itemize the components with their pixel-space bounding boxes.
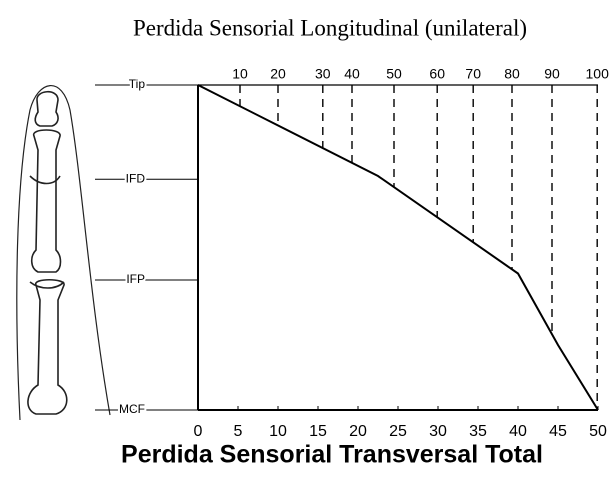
- x-tick-label: 5: [234, 423, 243, 440]
- percent-tick-label: 30: [315, 66, 331, 82]
- chart-title: Perdida Sensorial Longitudinal (unilater…: [133, 15, 527, 40]
- x-tick-label: 25: [389, 423, 407, 440]
- y-tick-label: IFP: [126, 272, 145, 286]
- x-tick-label: 10: [269, 423, 287, 440]
- y-tick-label: Tip: [129, 77, 146, 91]
- percent-tick-label: 60: [429, 66, 445, 82]
- percent-tick-label: 70: [465, 66, 481, 82]
- y-tick-label: MCF: [119, 402, 145, 416]
- x-tick-label: 45: [549, 423, 567, 440]
- percent-tick-label: 100: [586, 66, 610, 82]
- percent-tick-label: 80: [504, 66, 520, 82]
- percent-tick-label: 90: [544, 66, 560, 82]
- x-tick-label: 50: [589, 423, 607, 440]
- x-tick-label: 30: [429, 423, 447, 440]
- chart: Perdida Sensorial Longitudinal (unilater…: [0, 0, 614, 478]
- y-tick-label: IFD: [126, 171, 146, 185]
- percent-tick-label: 40: [344, 66, 360, 82]
- percent-tick-label: 20: [270, 66, 286, 82]
- percent-tick-label: 50: [386, 66, 402, 82]
- finger-drawing: [17, 86, 110, 420]
- x-tick-label: 40: [509, 423, 527, 440]
- x-tick-label: 20: [349, 423, 367, 440]
- x-tick-label: 35: [469, 423, 487, 440]
- percent-tick-label: 10: [232, 66, 248, 82]
- data-line: [198, 85, 598, 410]
- x-tick-label: 0: [194, 423, 203, 440]
- x-axis-title: Perdida Sensorial Transversal Total: [121, 441, 543, 469]
- x-tick-label: 15: [309, 423, 327, 440]
